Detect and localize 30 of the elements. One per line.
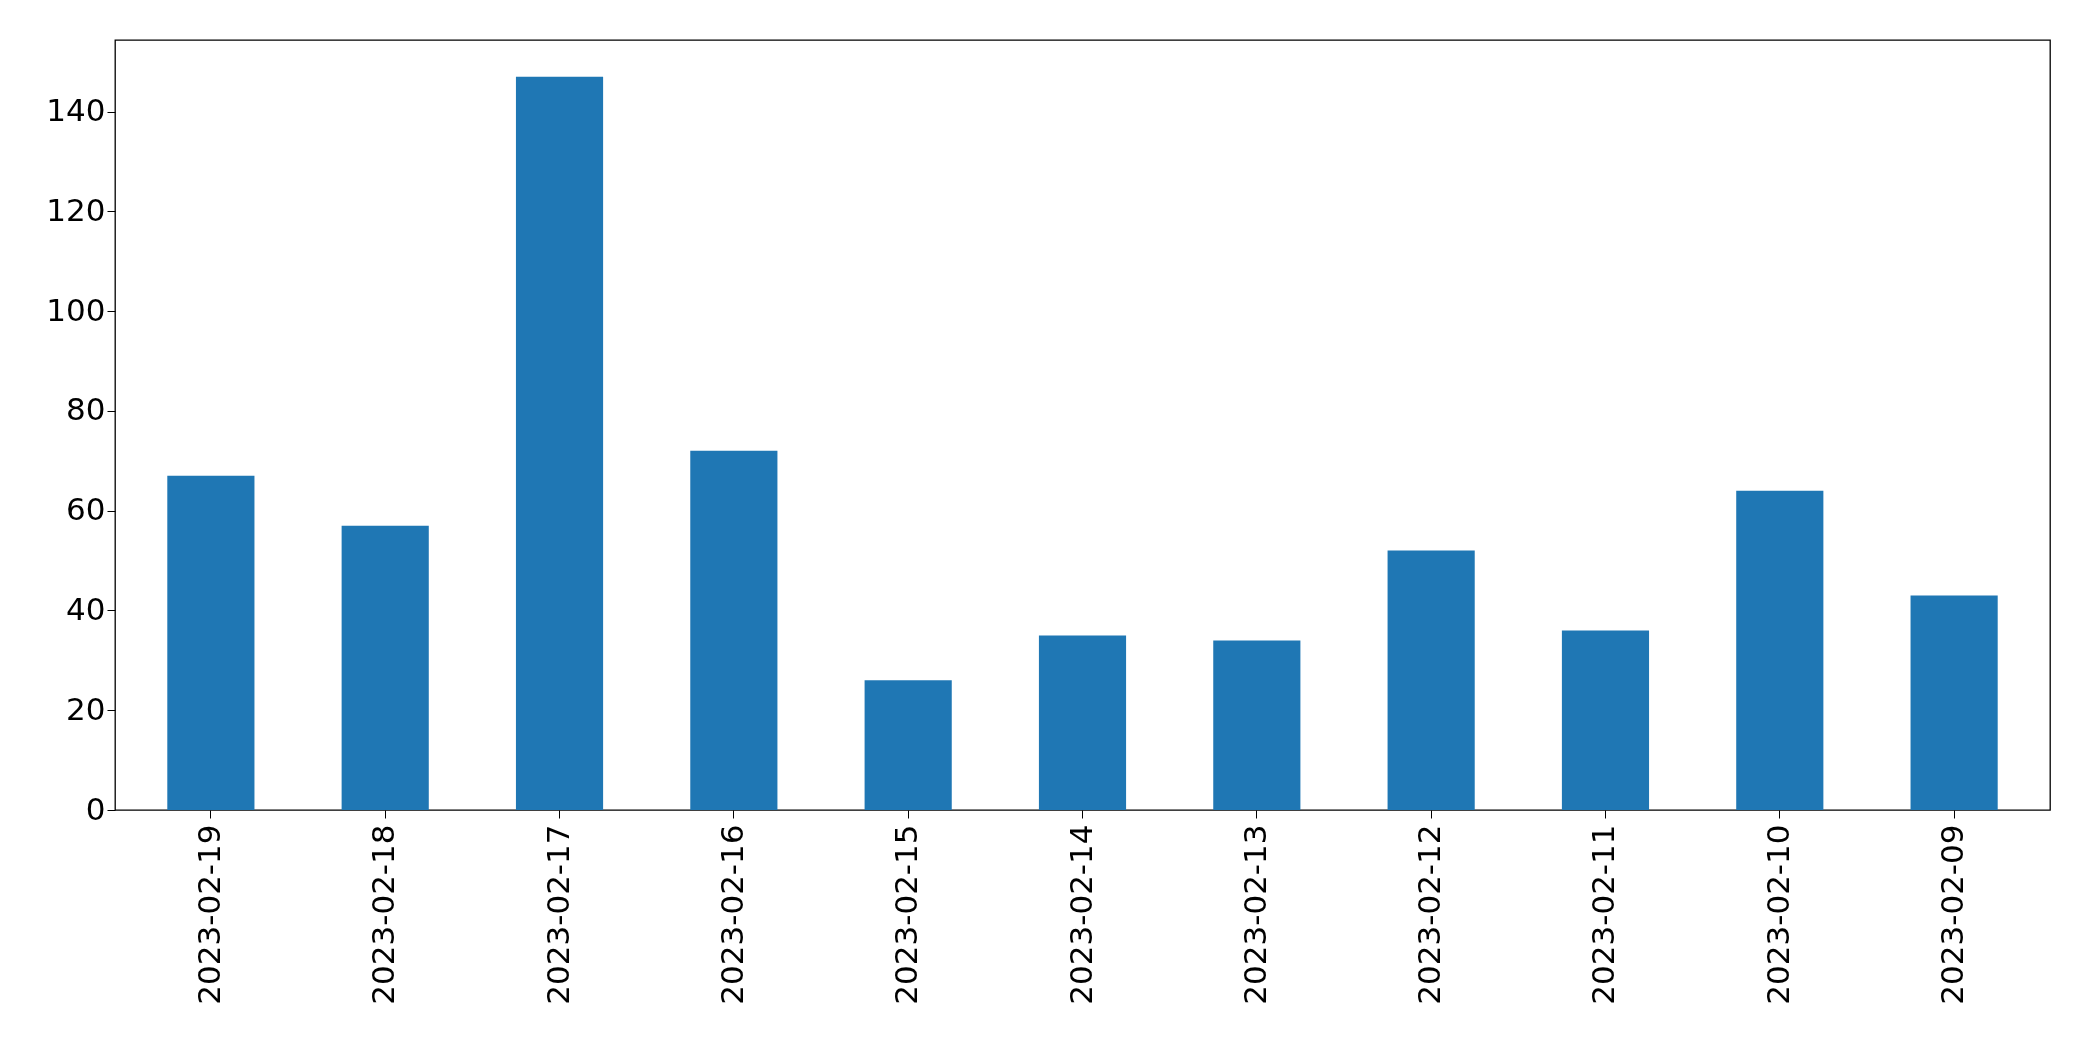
- y-tick-label: 100: [46, 291, 106, 328]
- x-tick-label: 2023-02-10: [1759, 824, 1796, 1005]
- y-tick-label: 40: [66, 590, 106, 627]
- bar: [690, 450, 778, 810]
- bar: [1736, 490, 1824, 810]
- bar: [1387, 550, 1475, 810]
- x-tick-label: 2023-02-17: [539, 824, 576, 1005]
- y-tick-label: 120: [46, 191, 106, 228]
- x-tick-label: 2023-02-14: [1062, 824, 1099, 1005]
- x-tick-label: 2023-02-15: [888, 824, 925, 1005]
- x-tick-label: 2023-02-16: [713, 824, 750, 1005]
- x-tick-label: 2023-02-18: [365, 824, 402, 1005]
- x-tick-label: 2023-02-13: [1236, 824, 1273, 1005]
- x-tick-label: 2023-02-09: [1934, 824, 1971, 1005]
- x-tick-label: 2023-02-11: [1585, 824, 1622, 1005]
- y-tick-label: 60: [66, 491, 106, 528]
- x-tick-label: 2023-02-12: [1411, 824, 1448, 1005]
- bar: [864, 680, 952, 810]
- y-tick-label: 20: [66, 690, 106, 727]
- bar: [515, 76, 604, 810]
- bar: [167, 475, 255, 810]
- bar: [1213, 640, 1301, 810]
- x-tick-label: 2023-02-19: [190, 824, 227, 1005]
- y-tick-label: 80: [66, 391, 106, 428]
- bar: [1910, 595, 1998, 810]
- y-tick-label: 0: [85, 790, 106, 827]
- bar: [1561, 630, 1650, 810]
- y-tick-label: 140: [46, 92, 106, 129]
- bar: [1038, 635, 1127, 810]
- bar: [341, 525, 429, 810]
